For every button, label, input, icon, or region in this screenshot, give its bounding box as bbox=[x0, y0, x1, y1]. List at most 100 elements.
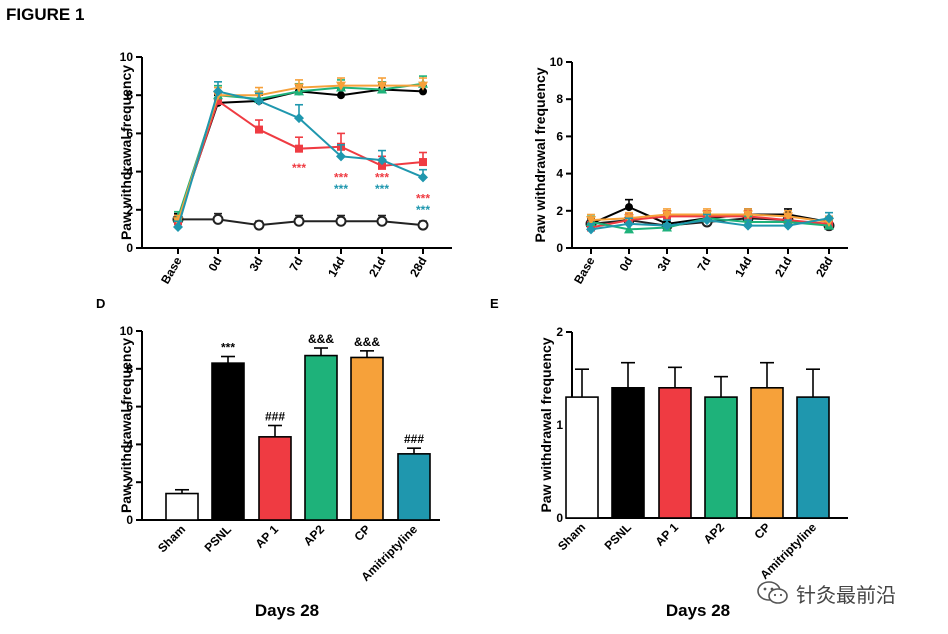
data-point-ami bbox=[254, 95, 264, 106]
bar-significance-label: ### bbox=[404, 432, 424, 446]
x-tick-label: 21d bbox=[366, 255, 388, 280]
data-point-ami bbox=[336, 151, 346, 162]
y-axis-label: Paw withdrawal frequency bbox=[538, 337, 554, 512]
data-point-ami bbox=[662, 220, 672, 231]
data-point-cp bbox=[336, 81, 346, 91]
significance-label: *** bbox=[375, 170, 389, 184]
x-tick-label: 14d bbox=[325, 255, 347, 280]
data-point-ap1 bbox=[295, 144, 303, 153]
data-point-ami bbox=[743, 220, 753, 231]
x-tick-label: Base bbox=[158, 254, 185, 286]
y-tick-label: 10 bbox=[550, 55, 564, 69]
bar-ap2 bbox=[304, 354, 338, 521]
watermark-text: 针灸最前沿 bbox=[796, 582, 896, 607]
data-point-ap1 bbox=[419, 158, 427, 167]
data-point-psnl bbox=[337, 91, 345, 100]
bar-ami bbox=[796, 396, 830, 519]
significance-label: *** bbox=[334, 182, 348, 196]
y-tick-label: 1 bbox=[556, 418, 563, 432]
x-tick-label: 28d bbox=[407, 255, 429, 280]
data-point-sham bbox=[335, 215, 347, 227]
y-tick-label: 10 bbox=[120, 324, 134, 338]
data-point-ami bbox=[824, 213, 834, 224]
data-point-ap2 bbox=[624, 224, 634, 234]
x-tick-label: Sham bbox=[155, 522, 188, 555]
data-point-sham bbox=[253, 219, 265, 231]
y-tick-label: 6 bbox=[126, 400, 133, 414]
bar-cp bbox=[350, 356, 384, 521]
data-point-ap1 bbox=[378, 161, 386, 170]
data-point-cp bbox=[783, 212, 793, 222]
y-tick-label: 2 bbox=[126, 203, 133, 217]
x-tick-label: PSNL bbox=[202, 522, 235, 555]
data-point-ami bbox=[418, 172, 428, 183]
data-point-ami bbox=[173, 221, 183, 232]
series-sham bbox=[172, 212, 429, 231]
data-point-sham bbox=[417, 219, 429, 231]
y-tick-label: 2 bbox=[556, 204, 563, 218]
bar-ap1 bbox=[258, 436, 292, 521]
y-axis-label: Paw withdrawal frequency bbox=[118, 338, 134, 513]
significance-label: *** bbox=[416, 203, 430, 217]
data-point-psnl bbox=[419, 87, 427, 96]
y-tick-label: 0 bbox=[556, 511, 563, 525]
y-tick-label: 0 bbox=[126, 241, 133, 255]
panel-label: D bbox=[96, 296, 105, 311]
bar-ami bbox=[397, 453, 431, 521]
x-tick-label: 3d bbox=[246, 255, 265, 274]
data-point-ami bbox=[586, 224, 596, 235]
x-tick-label: PSNL bbox=[602, 520, 635, 553]
data-point-sham bbox=[293, 215, 305, 227]
y-axis-label: Paw withdrawal frequency bbox=[532, 67, 548, 242]
x-tick-label: 14d bbox=[732, 255, 754, 280]
x-tick-label: 7d bbox=[694, 255, 713, 274]
x-tick-label: CP bbox=[751, 520, 773, 542]
figure-title: FIGURE 1 bbox=[6, 5, 85, 24]
bar-psnl bbox=[611, 386, 645, 519]
series-line-cp bbox=[177, 84, 423, 222]
watermark: 针灸最前沿 bbox=[756, 578, 896, 608]
data-point-sham bbox=[376, 215, 388, 227]
bar-ap1 bbox=[658, 386, 692, 519]
panel-label: E bbox=[490, 296, 499, 311]
data-point-ami bbox=[377, 155, 387, 166]
x-tick-label: 21d bbox=[772, 255, 794, 280]
data-point-cp bbox=[377, 81, 387, 91]
y-tick-label: 6 bbox=[556, 129, 563, 143]
y-tick-label: 8 bbox=[126, 362, 133, 376]
y-tick-label: 2 bbox=[126, 475, 133, 489]
x-axis-title: Days 28 bbox=[255, 601, 319, 620]
data-point-ap1 bbox=[214, 96, 222, 105]
bar-significance-label: *** bbox=[221, 341, 235, 355]
y-tick-label: 6 bbox=[126, 126, 133, 140]
bar-ap2 bbox=[704, 396, 738, 519]
x-tick-label: AP2 bbox=[301, 522, 328, 549]
data-point-ami bbox=[624, 218, 634, 229]
x-tick-label: 28d bbox=[813, 255, 835, 280]
bar-significance-label: &&& bbox=[308, 332, 334, 346]
x-tick-label: 0d bbox=[616, 255, 635, 274]
significance-label: *** bbox=[416, 191, 430, 205]
data-point-cp bbox=[586, 216, 596, 226]
y-tick-label: 8 bbox=[126, 88, 133, 102]
significance-label: *** bbox=[375, 182, 389, 196]
x-tick-label: CP bbox=[351, 522, 373, 544]
bar-significance-label: ### bbox=[265, 410, 285, 424]
bar-significance-label: &&& bbox=[354, 335, 380, 349]
data-point-cp bbox=[294, 83, 304, 93]
data-point-psnl bbox=[625, 203, 633, 212]
significance-label: *** bbox=[334, 170, 348, 184]
data-point-ami bbox=[213, 86, 223, 97]
y-tick-label: 4 bbox=[126, 437, 133, 451]
series-ami bbox=[173, 81, 428, 232]
data-point-cp bbox=[743, 210, 753, 220]
y-tick-label: 8 bbox=[556, 92, 563, 106]
x-axis-title: Days 28 bbox=[666, 601, 730, 620]
y-tick-label: 0 bbox=[556, 241, 563, 255]
x-tick-label: Base bbox=[571, 254, 598, 286]
